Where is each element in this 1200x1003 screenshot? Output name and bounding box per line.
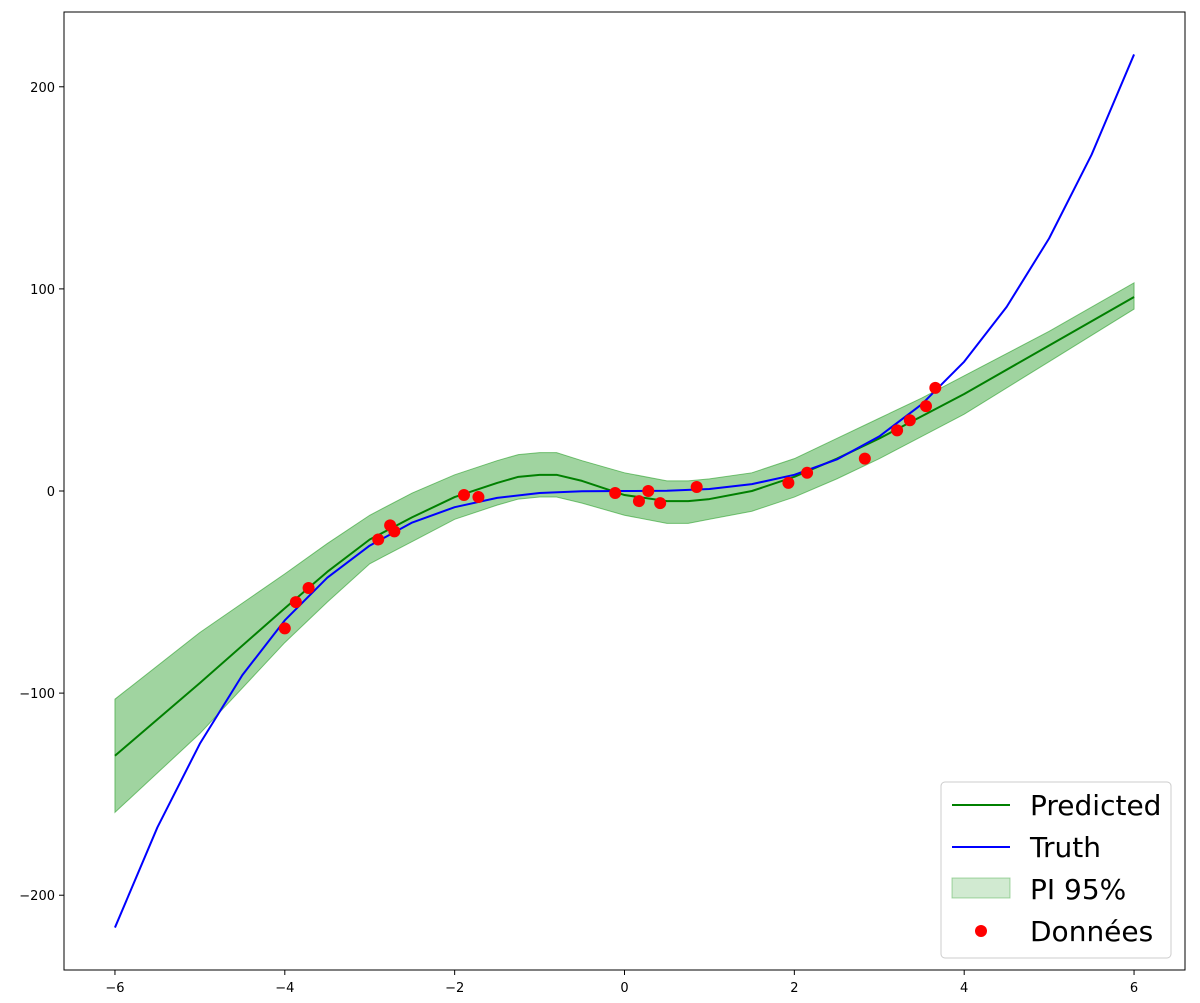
data-point — [891, 424, 904, 437]
data-point — [457, 489, 470, 502]
data-point — [903, 414, 916, 427]
x-tick-label: −2 — [445, 981, 464, 996]
truth-line — [114, 54, 1135, 928]
data-point — [654, 497, 667, 510]
data-point — [801, 466, 814, 479]
data-point — [690, 480, 703, 493]
data-point — [609, 487, 622, 500]
x-tick-label: 2 — [790, 981, 798, 996]
y-tick-label: 100 — [30, 283, 55, 298]
data-point — [278, 622, 291, 635]
legend-data-label: Données — [1030, 915, 1153, 948]
x-tick-label: 6 — [1130, 981, 1138, 996]
legend: Predicted Truth PI 95% Données — [940, 781, 1172, 959]
legend-interval-swatch — [951, 877, 1011, 899]
y-tick-label: 0 — [47, 485, 55, 500]
axes: −6 −4 −2 0 2 4 6 −200 −100 0 100 200 — [19, 81, 1138, 996]
x-tick-label: −4 — [275, 981, 294, 996]
y-tick-label: −100 — [19, 687, 55, 702]
data-point — [858, 452, 871, 465]
legend-predicted-label: Predicted — [1030, 789, 1161, 822]
x-tick-label: −6 — [105, 981, 124, 996]
data-point — [388, 525, 401, 538]
legend-interval-label: PI 95% — [1030, 873, 1126, 906]
legend-box — [940, 781, 1172, 959]
data-point — [919, 400, 932, 413]
predicted-line — [114, 296, 1135, 757]
y-tick-label: 200 — [30, 81, 55, 96]
data-point — [642, 485, 655, 497]
prediction-interval-band — [114, 281, 1135, 814]
x-tick-label: 4 — [960, 981, 968, 996]
data-point — [372, 533, 385, 546]
data-point — [782, 476, 795, 489]
data-point — [472, 491, 485, 504]
data-point — [632, 495, 645, 508]
data-point — [929, 381, 942, 394]
legend-data-swatch — [975, 925, 987, 937]
data-point — [289, 596, 302, 609]
x-tick-label: 0 — [620, 981, 628, 996]
data-point — [302, 582, 315, 595]
legend-truth-label: Truth — [1029, 831, 1101, 864]
plot-area — [114, 54, 1135, 928]
y-tick-label: −200 — [19, 889, 55, 904]
